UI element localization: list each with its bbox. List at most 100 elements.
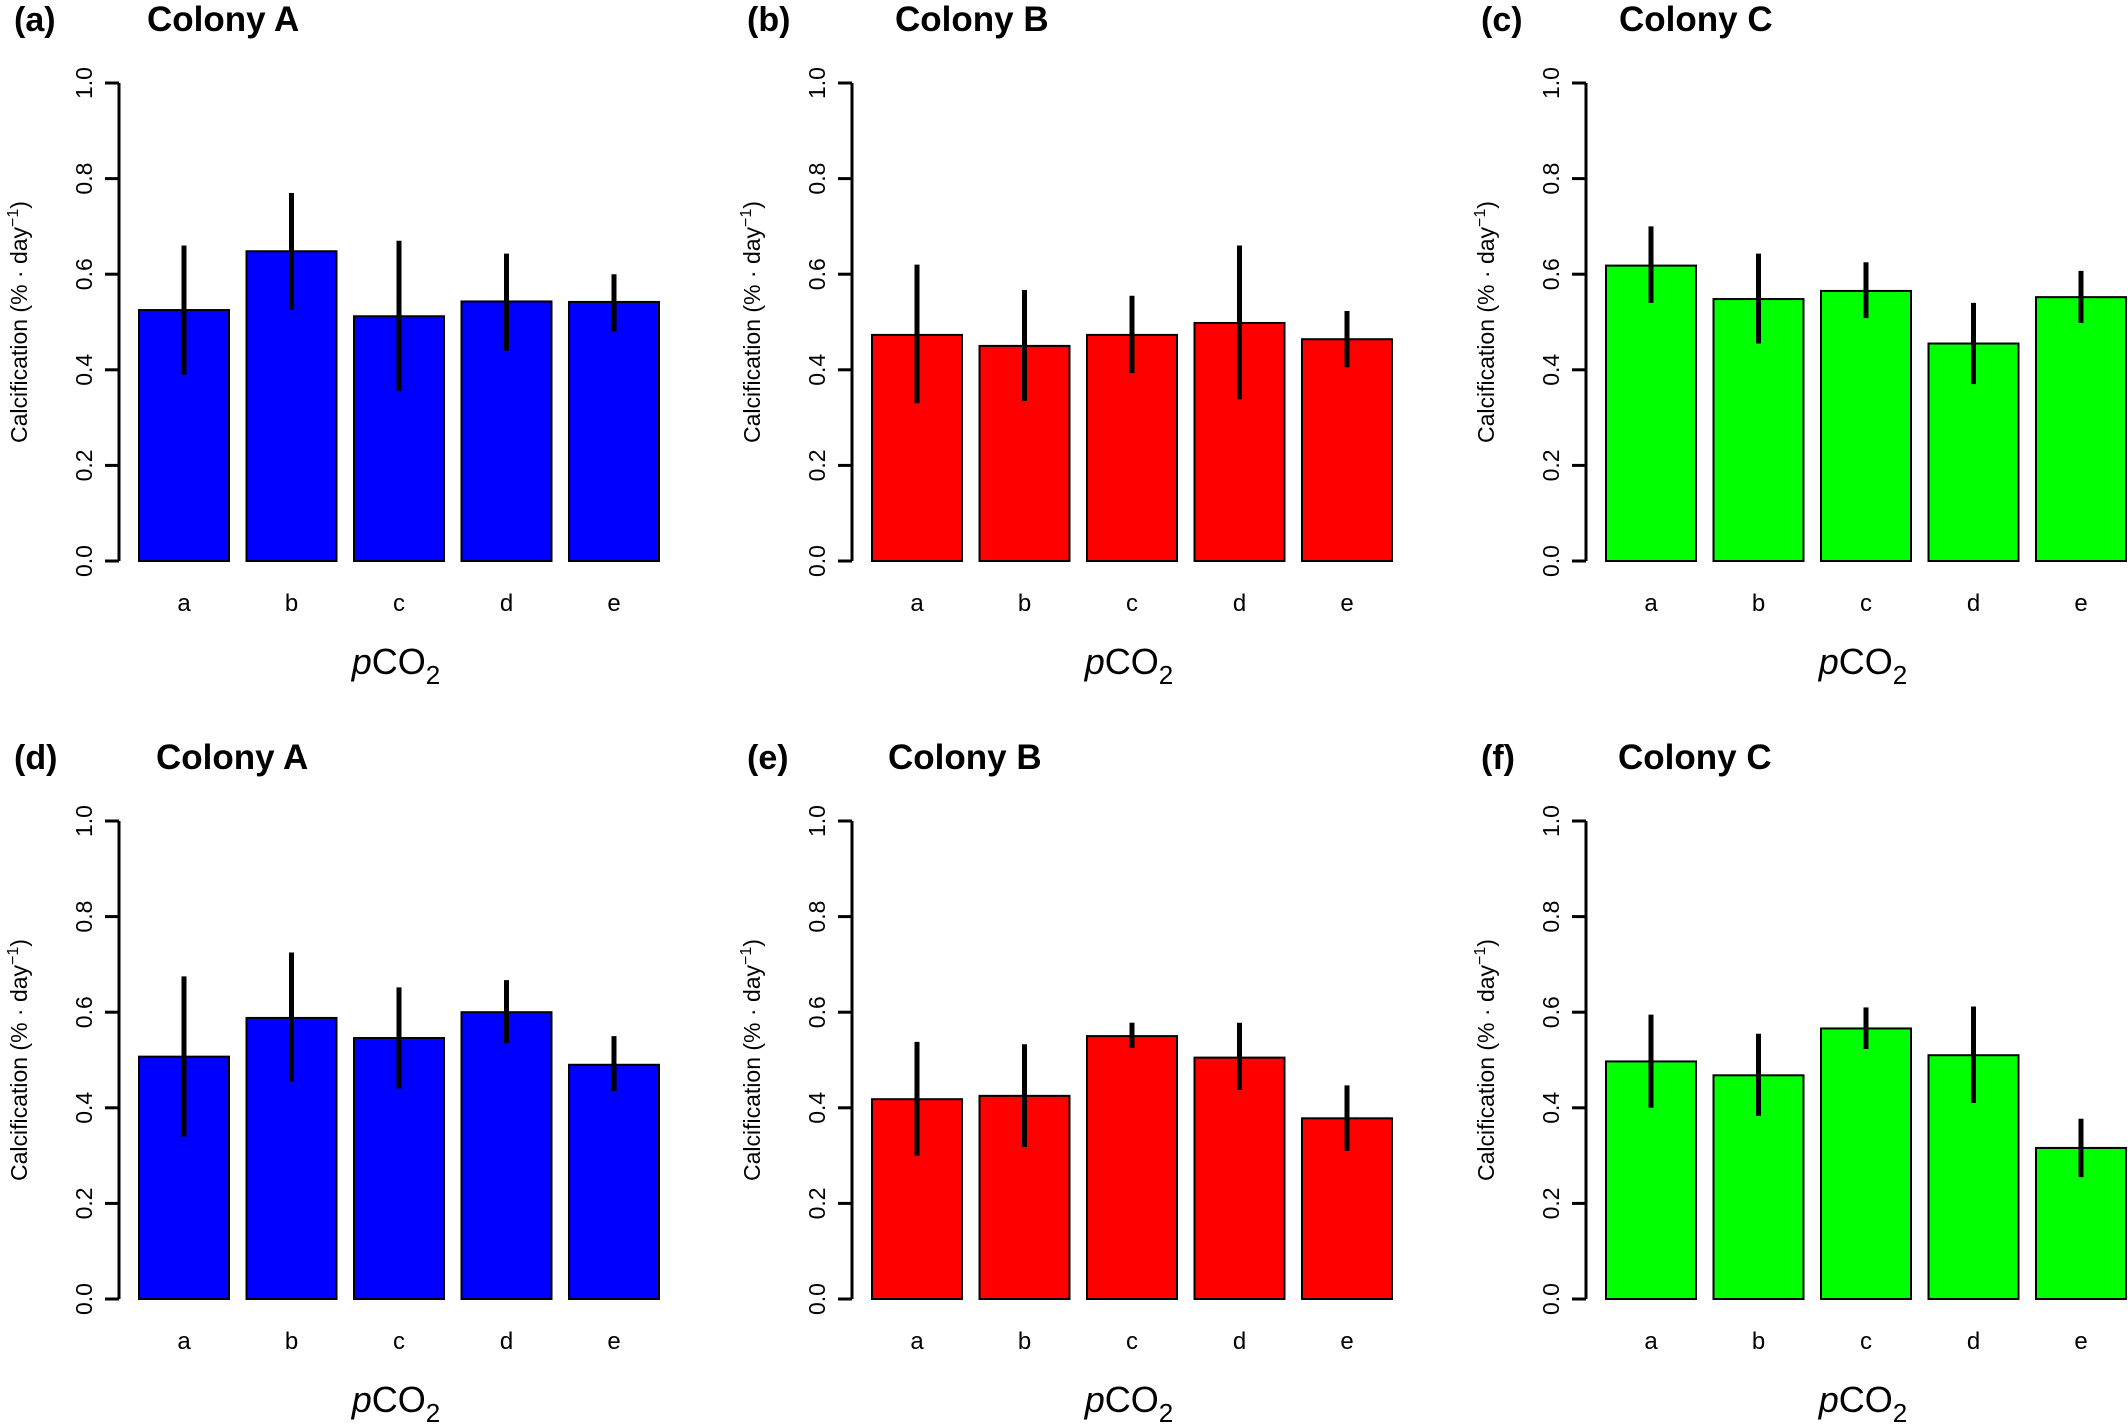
panel-letter: (b) bbox=[747, 1, 790, 39]
y-tick-label: 0.0 bbox=[804, 545, 830, 577]
y-axis-label: Calcification (% · day−1) bbox=[738, 201, 765, 443]
chart-panel-b: (b) Colony B 0.0 0.2 0.4 0.6 0.8 1.0 Calcificati… bbox=[738, 0, 1393, 690]
x-tick-label: e bbox=[607, 590, 620, 617]
x-tick-label: b bbox=[285, 590, 298, 617]
bar-b bbox=[1712, 1074, 1805, 1301]
x-tick-label: d bbox=[500, 590, 513, 617]
panel-title: Colony B bbox=[888, 738, 1042, 777]
y-tick-label: 0.2 bbox=[1538, 449, 1564, 481]
y-tick-label: 0.2 bbox=[71, 449, 97, 481]
x-tick-label: b bbox=[285, 1328, 298, 1355]
y-tick-label: 0.8 bbox=[804, 163, 830, 195]
y-tick-label: 0.0 bbox=[71, 545, 97, 577]
y-tick-label: 0.4 bbox=[1538, 1092, 1564, 1124]
panel-title: Colony C bbox=[1618, 738, 1772, 777]
x-tick-label: c bbox=[393, 1328, 405, 1355]
chart-panel-d: (d) Colony A 0.0 0.2 0.4 0.6 0.8 1.0 Calcificati… bbox=[5, 738, 660, 1426]
y-tick-label: 1.0 bbox=[804, 805, 830, 837]
y-axis-label: Calcification (% · day−1) bbox=[1472, 201, 1499, 443]
y-axis-label: Calcification (% · day−1) bbox=[5, 201, 32, 443]
panel-title: Colony C bbox=[1619, 0, 1773, 39]
x-tick-label: b bbox=[1752, 590, 1765, 617]
y-tick-label: 0.4 bbox=[71, 1092, 97, 1124]
x-tick-label: d bbox=[1967, 590, 1980, 617]
x-tick-label: e bbox=[1340, 1328, 1353, 1355]
chart-panel-e: (e) Colony B 0.0 0.2 0.4 0.6 0.8 1.0 Calcificati… bbox=[738, 738, 1393, 1426]
y-tick-label: 0.4 bbox=[71, 354, 97, 386]
bar-c bbox=[1820, 289, 1912, 562]
y-tick-label: 0.8 bbox=[71, 901, 97, 933]
x-axis-label: pCO2 bbox=[1084, 641, 1174, 690]
y-tick-label: 1.0 bbox=[1538, 805, 1564, 837]
y-tick-label: 1.0 bbox=[71, 67, 97, 99]
x-tick-label: c bbox=[1126, 1328, 1138, 1355]
x-tick-label: b bbox=[1752, 1328, 1765, 1355]
x-tick-label: d bbox=[1967, 1328, 1980, 1355]
x-tick-label: e bbox=[2074, 1328, 2087, 1355]
panel-letter: (e) bbox=[747, 739, 789, 777]
chart-panel-c: (c) Colony C 0.0 0.2 0.4 0.6 0.8 1.0 Calcificati… bbox=[1472, 0, 2127, 690]
x-tick-label: d bbox=[1233, 1328, 1246, 1355]
x-axis-label: pCO2 bbox=[1818, 1379, 1908, 1426]
y-axis-label: Calcification (% · day−1) bbox=[1472, 939, 1499, 1181]
chart-panel-a: (a) Colony A 0.0 0.2 0.4 0.6 0.8 1.0 Calcificati… bbox=[5, 0, 660, 690]
bar-e bbox=[568, 1063, 660, 1301]
bar-e bbox=[2035, 296, 2127, 562]
panel-letter: (c) bbox=[1481, 1, 1523, 39]
y-tick-label: 0.2 bbox=[1538, 1187, 1564, 1219]
x-tick-label: e bbox=[1340, 590, 1353, 617]
x-tick-label: a bbox=[177, 590, 191, 617]
y-tick-label: 0.6 bbox=[1538, 996, 1564, 1028]
y-tick-label: 0.2 bbox=[804, 449, 830, 481]
y-tick-label: 0.6 bbox=[1538, 258, 1564, 290]
panel-letter: (f) bbox=[1481, 739, 1515, 777]
y-tick-label: 0.4 bbox=[1538, 354, 1564, 386]
x-tick-label: b bbox=[1018, 1328, 1031, 1355]
y-tick-label: 0.8 bbox=[804, 901, 830, 933]
x-tick-label: e bbox=[607, 1328, 620, 1355]
x-tick-label: a bbox=[910, 590, 924, 617]
bar-e bbox=[568, 300, 660, 562]
y-tick-label: 0.0 bbox=[71, 1283, 97, 1315]
y-tick-label: 0.2 bbox=[71, 1187, 97, 1219]
y-tick-label: 1.0 bbox=[71, 805, 97, 837]
y-axis-label: Calcification (% · day−1) bbox=[5, 939, 32, 1181]
y-tick-label: 0.8 bbox=[1538, 163, 1564, 195]
y-tick-label: 1.0 bbox=[1538, 67, 1564, 99]
y-tick-label: 0.2 bbox=[804, 1187, 830, 1219]
x-tick-label: a bbox=[177, 1328, 191, 1355]
y-tick-label: 0.0 bbox=[1538, 545, 1564, 577]
bar-c bbox=[1820, 1027, 1912, 1301]
x-tick-label: c bbox=[1860, 1328, 1872, 1355]
panel-title: Colony A bbox=[156, 738, 308, 777]
x-axis-label: pCO2 bbox=[1818, 641, 1908, 690]
y-tick-label: 0.6 bbox=[804, 258, 830, 290]
panel-letter: (d) bbox=[14, 739, 57, 777]
bar-d bbox=[1193, 1056, 1286, 1300]
y-axis-label: Calcification (% · day−1) bbox=[738, 939, 765, 1181]
x-tick-label: a bbox=[910, 1328, 924, 1355]
panel-letter: (a) bbox=[14, 1, 56, 39]
x-axis-label: pCO2 bbox=[351, 641, 441, 690]
x-tick-label: d bbox=[500, 1328, 513, 1355]
chart-panel-f: (f) Colony C 0.0 0.2 0.4 0.6 0.8 1.0 Calcificati… bbox=[1472, 738, 2127, 1426]
y-tick-label: 0.4 bbox=[804, 354, 830, 386]
y-tick-label: 0.6 bbox=[71, 996, 97, 1028]
panel-title: Colony A bbox=[147, 0, 299, 39]
x-tick-label: a bbox=[1644, 590, 1658, 617]
x-tick-label: a bbox=[1644, 1328, 1658, 1355]
x-tick-label: c bbox=[393, 590, 405, 617]
panel-title: Colony B bbox=[895, 0, 1049, 39]
bar-e bbox=[1301, 338, 1393, 563]
x-axis-label: pCO2 bbox=[1084, 1379, 1174, 1426]
bar-d bbox=[460, 1011, 553, 1300]
x-tick-label: b bbox=[1018, 590, 1031, 617]
y-tick-label: 0.4 bbox=[804, 1092, 830, 1124]
x-axis-label: pCO2 bbox=[351, 1379, 441, 1426]
y-tick-label: 0.8 bbox=[1538, 901, 1564, 933]
y-tick-label: 0.8 bbox=[71, 163, 97, 195]
y-tick-label: 0.6 bbox=[71, 258, 97, 290]
x-tick-label: d bbox=[1233, 590, 1246, 617]
y-tick-label: 1.0 bbox=[804, 67, 830, 99]
